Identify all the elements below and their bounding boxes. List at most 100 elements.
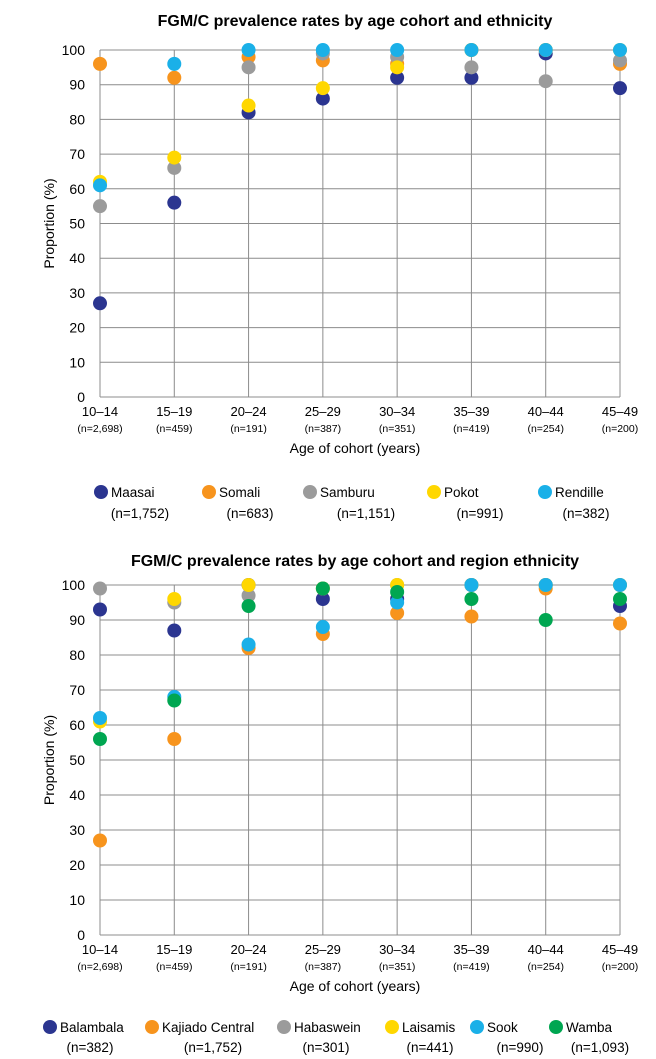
data-point-pokot bbox=[241, 98, 256, 113]
legend-sample-size: (n=1,752) bbox=[184, 1040, 242, 1055]
legend-sample-size: (n=382) bbox=[563, 506, 610, 521]
data-point-sook bbox=[613, 578, 627, 592]
data-point-maasai bbox=[613, 81, 627, 96]
data-point-pokot bbox=[315, 81, 330, 96]
data-point-wamba bbox=[464, 592, 479, 606]
legend-marker bbox=[303, 485, 317, 499]
x-axis-label: Age of cohort (years) bbox=[290, 440, 421, 456]
data-point-habaswein bbox=[241, 588, 256, 603]
y-tick-label: 20 bbox=[69, 857, 85, 873]
data-point-somali bbox=[167, 70, 182, 85]
data-point-rendille bbox=[167, 56, 182, 71]
data-point-habaswein bbox=[93, 581, 107, 596]
y-tick-label: 80 bbox=[69, 111, 85, 127]
x-tick-sample-size: (n=254) bbox=[527, 423, 563, 435]
y-tick-label: 30 bbox=[69, 822, 85, 838]
data-point-kajiado-central bbox=[613, 616, 627, 631]
x-tick-sample-size: (n=191) bbox=[230, 423, 266, 435]
data-point-rendille bbox=[538, 43, 553, 57]
data-point-wamba bbox=[93, 732, 107, 746]
data-point-maasai bbox=[464, 70, 479, 85]
data-point-maasai bbox=[93, 296, 107, 311]
y-tick-label: 50 bbox=[69, 216, 85, 232]
data-point-kajiado-central bbox=[93, 833, 107, 848]
legend-marker bbox=[202, 485, 216, 499]
x-tick-label: 45–49 bbox=[602, 942, 638, 957]
y-tick-label: 0 bbox=[77, 389, 85, 405]
x-tick-label: 30–34 bbox=[379, 942, 415, 957]
x-tick-sample-size: (n=351) bbox=[379, 961, 415, 973]
y-tick-label: 0 bbox=[77, 927, 85, 943]
x-tick-sample-size: (n=419) bbox=[453, 423, 489, 435]
x-tick-label: 25–29 bbox=[305, 404, 341, 419]
data-point-samburu bbox=[241, 60, 256, 75]
y-tick-label: 100 bbox=[62, 577, 86, 593]
data-point-samburu bbox=[93, 199, 107, 214]
y-tick-label: 10 bbox=[69, 354, 85, 370]
legend-sample-size: (n=301) bbox=[303, 1040, 350, 1055]
chart-1: FGM/C prevalence rates by age cohort and… bbox=[41, 13, 638, 521]
y-axis-label: Proportion (%) bbox=[41, 715, 57, 805]
legend-label: Wamba bbox=[566, 1020, 613, 1035]
y-tick-label: 70 bbox=[69, 146, 85, 162]
legend-label: Laisamis bbox=[402, 1020, 456, 1035]
legend-label: Balambala bbox=[60, 1020, 124, 1035]
x-tick-label: 15–19 bbox=[156, 942, 192, 957]
data-point-sook bbox=[390, 595, 405, 610]
data-point-maasai bbox=[315, 91, 330, 106]
x-tick-sample-size: (n=387) bbox=[305, 961, 341, 973]
x-tick-sample-size: (n=2,698) bbox=[77, 423, 122, 435]
x-tick-label: 20–24 bbox=[230, 942, 266, 957]
x-tick-sample-size: (n=351) bbox=[379, 423, 415, 435]
x-tick-label: 40–44 bbox=[528, 942, 564, 957]
legend-label: Rendille bbox=[555, 485, 604, 500]
legend-label: Samburu bbox=[320, 485, 375, 500]
x-tick-label: 30–34 bbox=[379, 404, 415, 419]
legend-label: Habaswein bbox=[294, 1020, 361, 1035]
y-tick-label: 90 bbox=[69, 77, 85, 93]
y-axis-label: Proportion (%) bbox=[41, 178, 57, 268]
x-tick-label: 15–19 bbox=[156, 404, 192, 419]
data-point-laisamis bbox=[241, 578, 256, 592]
data-point-balambala bbox=[93, 602, 107, 617]
data-point-maasai bbox=[390, 70, 405, 85]
data-point-sook bbox=[538, 578, 553, 592]
data-point-rendille bbox=[93, 178, 107, 193]
data-point-wamba bbox=[538, 613, 553, 627]
legend-sample-size: (n=1,093) bbox=[571, 1040, 629, 1055]
x-tick-label: 25–29 bbox=[305, 942, 341, 957]
x-tick-label: 35–39 bbox=[453, 404, 489, 419]
legend-marker bbox=[549, 1020, 563, 1034]
data-point-samburu bbox=[613, 53, 627, 68]
data-point-rendille bbox=[315, 43, 330, 57]
x-tick-sample-size: (n=419) bbox=[453, 961, 489, 973]
x-tick-label: 10–14 bbox=[82, 942, 118, 957]
y-tick-label: 10 bbox=[69, 892, 85, 908]
data-point-balambala bbox=[315, 592, 330, 606]
data-point-kajiado-central bbox=[390, 606, 405, 620]
data-point-maasai bbox=[167, 195, 182, 210]
y-tick-label: 90 bbox=[69, 612, 85, 628]
y-tick-label: 70 bbox=[69, 682, 85, 698]
x-tick-sample-size: (n=200) bbox=[602, 961, 638, 973]
legend-marker bbox=[427, 485, 441, 499]
legend-sample-size: (n=683) bbox=[227, 506, 274, 521]
data-point-pokot bbox=[167, 150, 182, 165]
x-tick-sample-size: (n=387) bbox=[305, 423, 341, 435]
data-point-sook bbox=[93, 711, 107, 725]
data-point-kajiado-central bbox=[464, 609, 479, 624]
x-tick-label: 10–14 bbox=[82, 404, 118, 419]
chart-2: FGM/C prevalence rates by age cohort and… bbox=[41, 553, 638, 1055]
legend-marker bbox=[94, 485, 108, 499]
y-tick-label: 50 bbox=[69, 752, 85, 768]
legend-sample-size: (n=1,752) bbox=[111, 506, 169, 521]
legend-sample-size: (n=991) bbox=[457, 506, 504, 521]
legend-label: Somali bbox=[219, 485, 260, 500]
data-point-rendille bbox=[613, 43, 627, 57]
legend-label: Maasai bbox=[111, 485, 155, 500]
legend-label: Sook bbox=[487, 1020, 518, 1035]
data-point-sook bbox=[464, 578, 479, 592]
data-point-rendille bbox=[390, 43, 405, 57]
y-tick-label: 80 bbox=[69, 647, 85, 663]
